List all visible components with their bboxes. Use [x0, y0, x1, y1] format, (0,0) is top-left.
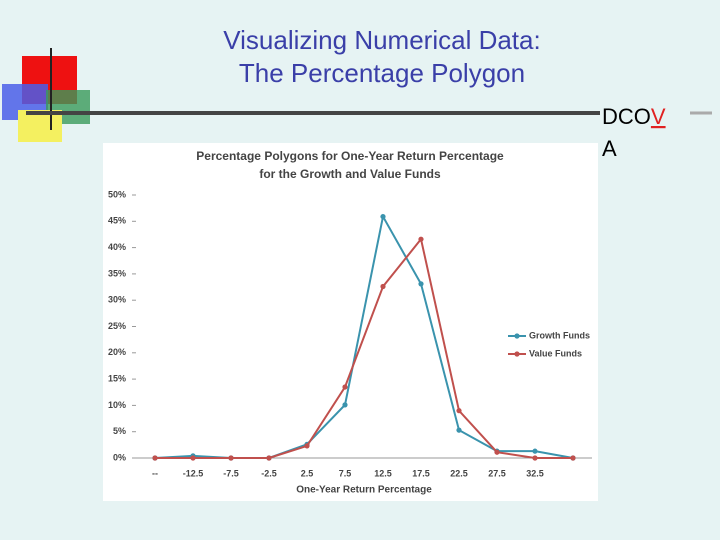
y-tick-label: 5%: [113, 426, 126, 436]
x-tick-label: 2.5: [301, 468, 314, 478]
point: [190, 455, 196, 461]
tag: DCOV: [602, 104, 666, 129]
y-tick-label: 25%: [108, 321, 126, 331]
y-tick-label: 30%: [108, 295, 126, 305]
point: [342, 402, 348, 408]
point: [456, 427, 462, 433]
y-tick-label: 45%: [108, 216, 126, 226]
y-tick-label: 35%: [108, 268, 126, 278]
x-tick-label: 17.5: [412, 468, 430, 478]
y-tick-label: 0%: [113, 452, 126, 462]
y-tick-label: 50%: [108, 189, 126, 199]
chart-title: for the Growth and Value Funds: [259, 167, 441, 181]
x-tick-label: --: [152, 468, 158, 478]
point: [532, 455, 538, 461]
point: [342, 384, 348, 390]
x-tick-label: -2.5: [261, 468, 277, 478]
point: [418, 281, 424, 287]
tag-part: A: [602, 136, 617, 161]
point: [532, 448, 538, 454]
legend-swatch: [514, 351, 520, 357]
point: [266, 455, 272, 461]
legend-label: Growth Funds: [529, 330, 590, 340]
point: [494, 449, 500, 455]
point: [418, 236, 424, 242]
x-tick-label: -7.5: [223, 468, 239, 478]
point: [570, 455, 576, 461]
y-tick-label: 10%: [108, 400, 126, 410]
x-tick-label: 32.5: [526, 468, 544, 478]
y-tick-label: 20%: [108, 347, 126, 357]
tag-part: DCO: [602, 104, 651, 129]
chart-title: Percentage Polygons for One-Year Return …: [196, 149, 504, 163]
y-tick-label: 40%: [108, 242, 126, 252]
deco-yellow: [18, 110, 62, 142]
point: [380, 283, 386, 290]
point: [228, 455, 234, 461]
y-tick-label: 15%: [108, 373, 126, 383]
x-tick-label: 7.5: [339, 468, 352, 478]
chart-area: [103, 143, 598, 501]
x-axis-label: One-Year Return Percentage: [296, 485, 432, 496]
x-tick-label: 27.5: [488, 468, 506, 478]
point: [152, 455, 158, 461]
slide-title: Visualizing Numerical Data:: [223, 25, 540, 55]
x-tick-label: 12.5: [374, 468, 392, 478]
point: [380, 213, 386, 220]
slide-title: The Percentage Polygon: [239, 58, 525, 88]
legend-label: Value Funds: [529, 348, 582, 358]
x-tick-label: 22.5: [450, 468, 468, 478]
tag-part: V: [651, 104, 666, 129]
series-line: [155, 236, 573, 459]
point: [456, 408, 462, 414]
point: [304, 443, 310, 449]
x-tick-label: -12.5: [183, 468, 204, 478]
legend-swatch: [514, 333, 520, 339]
